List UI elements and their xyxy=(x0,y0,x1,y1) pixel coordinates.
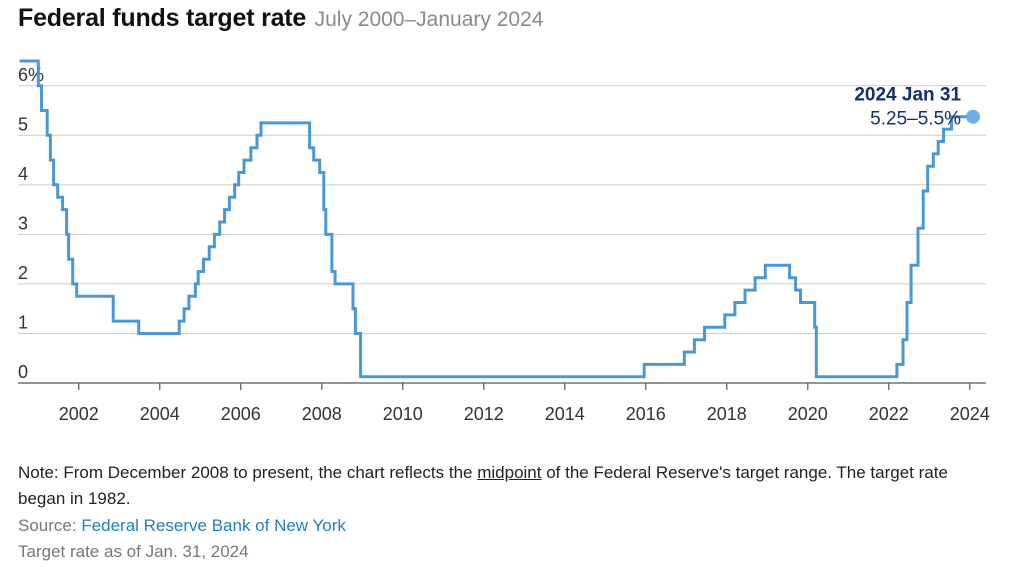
y-tick-label: 4 xyxy=(18,164,28,184)
chart-note: Note: From December 2008 to present, the… xyxy=(18,460,978,512)
gridlines xyxy=(18,85,986,334)
annotation-value: 5.25–5.5% xyxy=(870,109,961,130)
source-line: Source: Federal Reserve Bank of New York xyxy=(18,516,346,536)
y-tick-label: 1 xyxy=(18,312,28,332)
x-tick-label: 2008 xyxy=(302,404,342,424)
note-midpoint-emphasis: midpoint xyxy=(477,463,542,482)
annotation-date: 2024 Jan 31 xyxy=(854,85,961,106)
x-tick-label: 2016 xyxy=(626,404,666,424)
y-axis-ticks: 0 1 2 3 4 5 6% xyxy=(18,65,44,382)
rate-chart: 0 1 2 3 4 5 6% 2002 2004 2006 2008 2010 2012 2014 201… xyxy=(18,59,990,424)
x-tick-label: 2002 xyxy=(59,404,99,424)
as-of-date: Target rate as of Jan. 31, 2024 xyxy=(18,542,249,561)
y-tick-label: 3 xyxy=(18,213,28,233)
x-tick-label: 2010 xyxy=(383,404,423,424)
rate-line xyxy=(19,59,973,379)
chart-title-row: Federal funds target rate July 2000–Janu… xyxy=(18,4,543,33)
x-axis: 2002 2004 2006 2008 2010 2012 2014 2016 2018 2020… xyxy=(18,382,990,424)
x-tick-label: 2012 xyxy=(464,404,504,424)
x-tick-label: 2024 xyxy=(950,404,990,424)
source-label: Source: xyxy=(18,516,82,535)
end-point-marker xyxy=(966,109,981,124)
note-text-after: of the Federal Reserve's target range. T… xyxy=(18,463,948,508)
x-tick-label: 2018 xyxy=(707,404,747,424)
x-tick-label: 2004 xyxy=(140,404,180,424)
x-tick-label: 2020 xyxy=(788,404,828,424)
y-tick-label: 5 xyxy=(18,114,28,134)
y-tick-label: 2 xyxy=(18,263,28,283)
x-tick-label: 2006 xyxy=(221,404,261,424)
y-tick-label: 6% xyxy=(18,65,44,85)
chart-title: Federal funds target rate xyxy=(18,4,307,32)
source-link[interactable]: Federal Reserve Bank of New York xyxy=(81,516,346,535)
x-tick-label: 2022 xyxy=(869,404,909,424)
chart-subtitle: July 2000–January 2024 xyxy=(314,8,544,31)
y-tick-label: 0 xyxy=(18,362,28,382)
x-tick-label: 2014 xyxy=(545,404,585,424)
note-text-before: Note: From December 2008 to present, the… xyxy=(18,463,478,482)
